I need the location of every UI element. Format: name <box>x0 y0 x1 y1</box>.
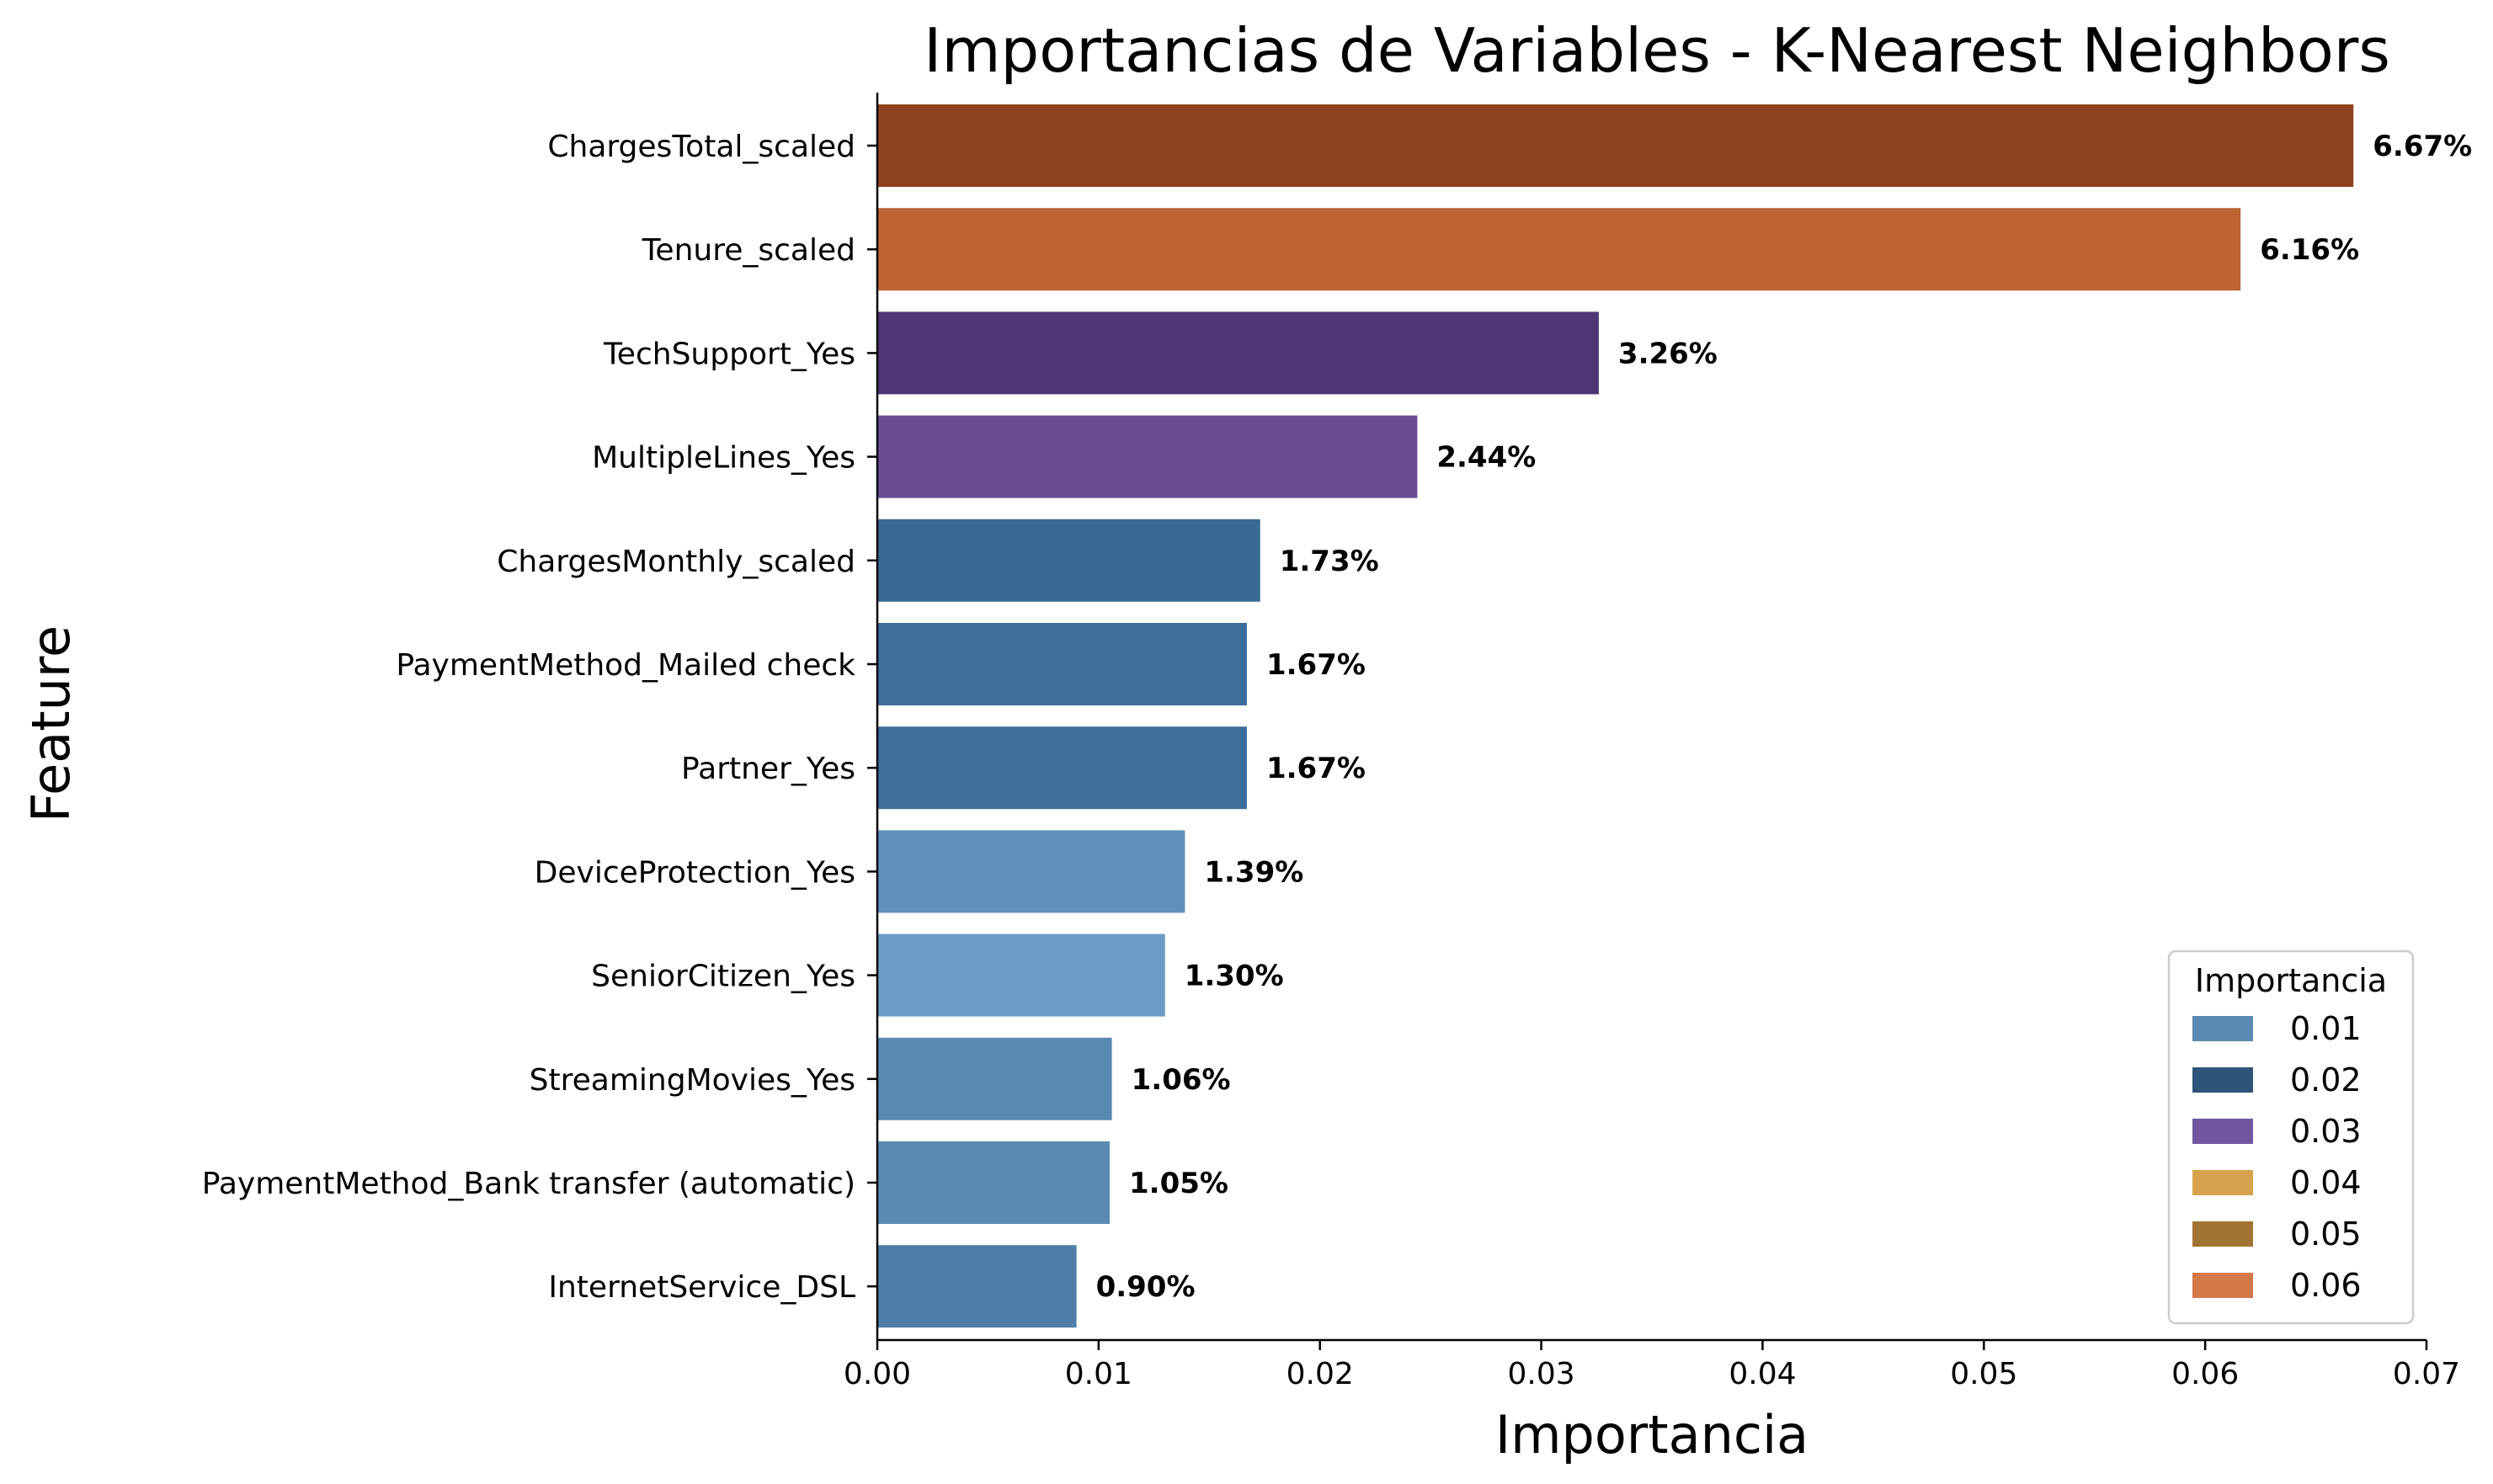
category-label: InternetService_DSL <box>548 1270 855 1305</box>
x-tick-label: 0.05 <box>1950 1357 2017 1391</box>
bar <box>877 208 2241 291</box>
x-tick-label: 0.06 <box>2171 1357 2239 1391</box>
category-label: StreamingMovies_Yes <box>530 1063 855 1098</box>
category-label: DeviceProtection_Yes <box>535 855 855 890</box>
x-tick-label: 0.04 <box>1729 1357 1796 1391</box>
value-label: 1.06% <box>1132 1063 1231 1097</box>
x-tick-label: 0.02 <box>1286 1357 1354 1391</box>
legend-swatch <box>2192 1273 2253 1298</box>
y-axis-title: Feature <box>20 625 82 822</box>
legend-label: 0.02 <box>2290 1061 2362 1098</box>
bar <box>877 104 2354 187</box>
legend-label: 0.05 <box>2290 1215 2362 1253</box>
legend-swatch <box>2192 1016 2253 1041</box>
value-label: 6.67% <box>2373 130 2472 163</box>
bar <box>877 1141 1110 1224</box>
category-label: TechSupport_Yes <box>603 337 855 371</box>
category-label: ChargesTotal_scaled <box>547 130 855 164</box>
bar <box>877 830 1185 913</box>
value-label: 1.73% <box>1280 545 1379 578</box>
x-tick-label: 0.03 <box>1507 1357 1574 1391</box>
x-ticks: 0.00 0.01 0.02 0.03 0.04 0.05 0.06 0.07 <box>844 1340 2460 1391</box>
value-label: 6.16% <box>2260 233 2359 267</box>
bar <box>877 1037 1112 1120</box>
bar <box>877 933 1165 1017</box>
value-label: 1.67% <box>1266 752 1366 785</box>
axes-layer <box>876 93 2426 1342</box>
category-label: ChargesMonthly_scaled <box>497 545 855 579</box>
legend-label: 0.06 <box>2290 1267 2362 1304</box>
legend-label: 0.04 <box>2290 1164 2362 1201</box>
bar <box>877 1245 1077 1328</box>
category-label: Partner_Yes <box>681 752 855 786</box>
value-label: 1.67% <box>1266 648 1366 682</box>
bars-layer: ChargesTotal_scaled 6.67% Tenure_scaled 6.1… <box>202 104 2472 1328</box>
bar <box>877 519 1260 602</box>
legend-swatch <box>2192 1067 2253 1093</box>
legend-swatch <box>2192 1170 2253 1195</box>
legend-label: 0.01 <box>2290 1010 2362 1047</box>
legend-swatch <box>2192 1119 2253 1144</box>
bar <box>877 623 1247 705</box>
x-tick-label: 0.07 <box>2393 1357 2460 1391</box>
value-label: 0.90% <box>1096 1270 1196 1304</box>
value-label: 1.30% <box>1185 960 1284 993</box>
x-tick-label: 0.00 <box>844 1357 911 1391</box>
legend-title: Importancia <box>2195 962 2387 999</box>
x-axis-title: Importancia <box>1495 1404 1808 1465</box>
category-label: SeniorCitizen_Yes <box>591 960 855 994</box>
value-label: 2.44% <box>1436 441 1536 475</box>
legend-swatch <box>2192 1221 2253 1247</box>
legend-entries: 0.01 0.02 0.03 0.04 0.05 0.06 <box>2192 1010 2362 1304</box>
category-label: Tenure_scaled <box>642 233 855 268</box>
legend: Importancia 0.01 0.02 0.03 0.04 0.05 0.06 <box>2167 949 2415 1325</box>
bar <box>877 415 1418 498</box>
category-label: PaymentMethod_Mailed check <box>396 648 855 683</box>
bar <box>877 311 1599 395</box>
value-label: 1.39% <box>1204 855 1303 889</box>
chart-title: Importancias de Variables - K-Nearest Ne… <box>924 15 2390 86</box>
value-label: 1.05% <box>1129 1167 1228 1200</box>
category-label: PaymentMethod_Bank transfer (automatic) <box>202 1167 855 1201</box>
value-label: 3.26% <box>1618 337 1718 370</box>
x-tick-label: 0.01 <box>1065 1357 1132 1391</box>
bar <box>877 726 1247 810</box>
legend-label: 0.03 <box>2290 1113 2362 1150</box>
category-label: MultipleLines_Yes <box>592 441 855 476</box>
